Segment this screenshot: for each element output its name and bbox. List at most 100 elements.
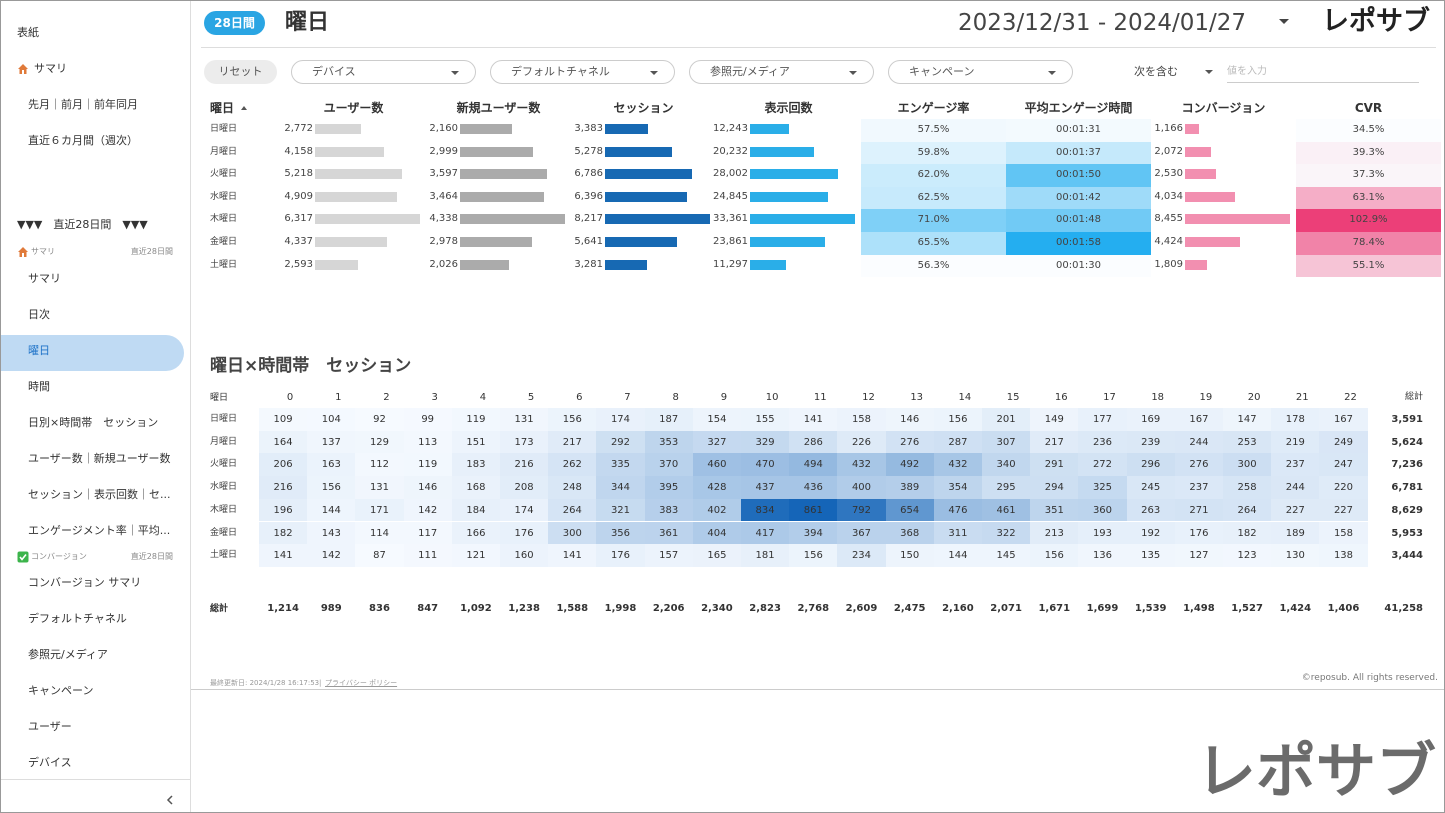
cell-value: 156 — [1044, 550, 1064, 562]
sidebar-item[interactable]: サマリ — [28, 272, 61, 285]
heat-cell: 158 — [1319, 521, 1368, 545]
heat-cell: 164 — [259, 430, 308, 454]
cell-value: 00:01:58 — [1056, 237, 1101, 248]
cell-value: 144 — [321, 504, 341, 516]
sidebar-item[interactable]: コンバージョン サマリ — [28, 576, 142, 589]
hour-label: 2 — [383, 392, 390, 403]
sidebar-item[interactable]: セッション｜表示回数｜セ... — [28, 488, 171, 501]
heat-cell: 193 — [1078, 521, 1127, 545]
filter-input[interactable]: 値を入力 — [1227, 62, 1419, 83]
sidebar-item[interactable]: キャンペーン — [28, 684, 94, 697]
cell-value: 1,166 — [1154, 123, 1183, 134]
cell-value: 158 — [1333, 527, 1354, 539]
column-header[interactable]: エンゲージ率 — [897, 101, 970, 115]
cell-value: 127 — [1189, 550, 1209, 562]
cell-value: 219 — [1285, 436, 1305, 448]
column-header[interactable]: 曜日 — [210, 101, 235, 115]
heat-cell: 144 — [933, 544, 982, 567]
bar — [750, 146, 814, 157]
sidebar-item[interactable]: 直近６カ月間（週次） — [28, 134, 138, 147]
column-total: 2,609 — [845, 603, 878, 614]
row-label: 木曜日 — [210, 214, 238, 225]
heat-cell: 244 — [1271, 476, 1320, 499]
heat-cell: 173 — [500, 430, 549, 454]
sidebar-item[interactable]: ユーザー数｜新規ユーザー数 — [28, 452, 171, 465]
sidebar-item[interactable]: 表紙 — [17, 26, 39, 39]
cell-value: 792 — [851, 504, 872, 516]
reset-button[interactable]: リセット — [204, 60, 277, 84]
cell-value: 121 — [466, 550, 486, 562]
heat-cell: 176 — [596, 544, 645, 567]
filter-dropdown[interactable]: 参照元/メディア — [689, 60, 874, 84]
filter-dropdown[interactable]: キャンペーン — [888, 60, 1073, 84]
heat-cell: 184 — [451, 498, 500, 522]
cell-value: 461 — [996, 504, 1016, 516]
bar — [460, 214, 565, 225]
heat-cell: 258 — [1223, 476, 1272, 499]
privacy-link[interactable]: プライバシー ポリシー — [325, 679, 398, 687]
cell-value: 264 — [1237, 504, 1257, 516]
bar — [1185, 191, 1236, 202]
match-select[interactable]: 次を含む — [1134, 65, 1178, 78]
column-total: 847 — [417, 603, 439, 614]
sidebar-item[interactable]: 先月｜前月｜前年同月 — [28, 98, 138, 111]
collapse-button[interactable] — [164, 794, 176, 806]
dropdown-arrow — [451, 71, 459, 75]
cell-value: 144 — [948, 550, 968, 562]
cell-value: 12,243 — [713, 123, 748, 134]
heat-cell: 389 — [885, 476, 934, 499]
heat-cell: 492 — [885, 453, 934, 477]
cell-value: 264 — [562, 504, 582, 516]
cell-value: 8,455 — [1154, 213, 1183, 225]
cell-value: 356 — [610, 527, 631, 539]
sidebar-item[interactable]: ユーザー — [28, 720, 72, 733]
column-header[interactable]: 新規ユーザー数 — [456, 101, 541, 115]
bar — [315, 146, 385, 157]
dropdown-arrow — [849, 71, 857, 75]
heat-cell: 62.0% — [861, 164, 1006, 187]
sidebar-item[interactable]: エンゲージメント率｜平均... — [28, 524, 171, 537]
cell-value: 4,034 — [1154, 190, 1183, 202]
bar — [315, 169, 402, 180]
column-total: 1,214 — [267, 603, 299, 614]
filter-dropdown[interactable]: デバイス — [291, 60, 476, 84]
period-badge[interactable]: 28日間 — [204, 11, 265, 35]
cell-value: 129 — [369, 436, 390, 448]
bar — [460, 146, 533, 157]
cell-value: 206 — [273, 459, 293, 471]
heat-cell: 121 — [451, 544, 500, 567]
cell-value: 253 — [1237, 436, 1257, 448]
hour-label: 13 — [910, 392, 924, 403]
column-header[interactable]: ユーザー数 — [323, 101, 384, 115]
sidebar-item[interactable]: 日別×時間帯 セッション — [28, 416, 159, 429]
dropdown-arrow — [1205, 70, 1213, 74]
column-total: 2,160 — [942, 603, 974, 614]
date-range[interactable]: 2023/12/31 - 2024/01/27 — [957, 10, 1246, 36]
heat-cell: 295 — [982, 476, 1031, 499]
sidebar-item[interactable]: 時間 — [28, 380, 50, 393]
column-header[interactable]: セッション — [613, 101, 674, 115]
column-header[interactable]: コンバージョン — [1181, 101, 1266, 115]
cell-value: 360 — [1092, 504, 1113, 516]
heat-cell: 311 — [933, 521, 982, 545]
cell-value: 4,338 — [429, 213, 458, 225]
cell-value: 3,281 — [574, 258, 603, 270]
bar — [605, 124, 649, 134]
sidebar-item[interactable]: デバイス — [28, 756, 72, 769]
heat-cell: 234 — [837, 544, 886, 567]
hour-label: 8 — [672, 392, 679, 403]
heat-cell: 123 — [1223, 544, 1272, 567]
hour-label: 10 — [765, 392, 779, 403]
sidebar-item[interactable]: サマリ — [34, 62, 67, 75]
column-header[interactable]: CVR — [1354, 101, 1383, 115]
column-header[interactable]: 平均エンゲージ時間 — [1024, 101, 1133, 115]
filter-dropdown[interactable]: デフォルトチャネル — [490, 60, 675, 84]
sidebar-item[interactable]: 曜日 — [28, 344, 50, 357]
sidebar-item[interactable]: デフォルトチャネル — [28, 612, 127, 625]
sidebar-item[interactable]: 参照元/メディア — [28, 648, 108, 661]
sidebar-item[interactable]: 日次 — [28, 308, 50, 321]
column-header[interactable]: 表示回数 — [764, 101, 813, 115]
date-dropdown-arrow[interactable] — [1278, 18, 1290, 26]
column-total: 2,823 — [749, 603, 781, 614]
section-title: コンバージョン — [31, 552, 87, 561]
